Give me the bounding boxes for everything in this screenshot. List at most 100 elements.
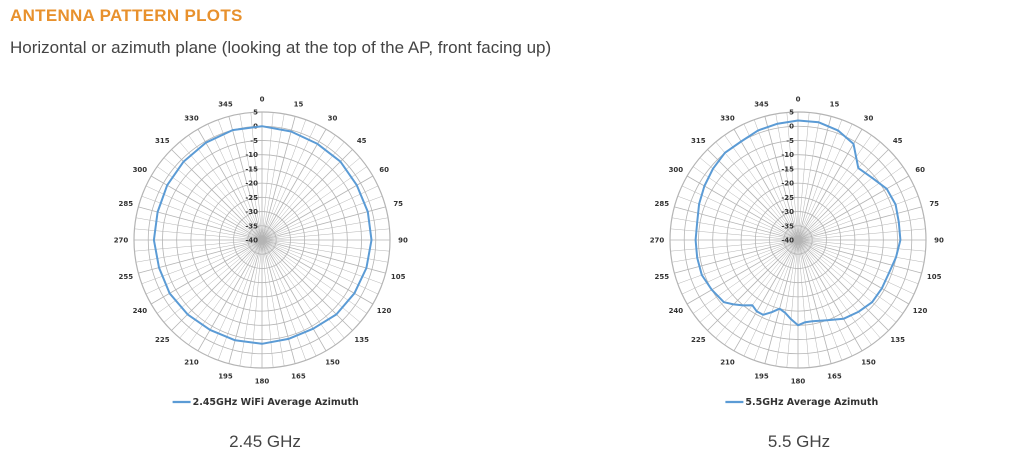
grid-spoke: [150, 175, 263, 241]
grid-spoke: [217, 119, 263, 241]
grid-spoke: [261, 206, 386, 241]
grid-spoke: [743, 123, 799, 241]
angle-tick-label: 30: [864, 114, 874, 122]
grid-spoke: [797, 239, 910, 305]
grid-spoke: [797, 239, 915, 295]
angle-tick-label: 105: [391, 273, 406, 281]
radial-tick-label: -15: [781, 165, 794, 173]
grid-spoke: [733, 239, 799, 352]
grid-spoke: [261, 239, 285, 367]
grid-spoke: [207, 123, 263, 241]
grid-spoke: [207, 239, 263, 357]
angle-tick-label: 135: [354, 336, 369, 344]
grid-spoke: [775, 113, 799, 241]
grid-spoke: [261, 239, 317, 357]
grid-spoke: [797, 141, 881, 241]
angle-tick-label: 60: [915, 166, 925, 174]
angle-tick-label: 180: [255, 378, 270, 386]
angle-tick-label: 135: [890, 336, 905, 344]
chart-caption-5-5ghz: 5.5 GHz: [767, 432, 831, 451]
grid-spoke: [157, 166, 263, 241]
grid-spoke: [261, 239, 336, 345]
grid-spoke: [261, 157, 361, 241]
grid-spoke: [797, 116, 832, 241]
radial-tick-label: -20: [781, 180, 794, 188]
grid-spoke: [261, 149, 353, 241]
angle-tick-label: 300: [133, 166, 148, 174]
radial-tick-label: 5: [253, 109, 258, 117]
grid-spoke: [261, 128, 327, 241]
grid-spoke: [786, 239, 799, 368]
grid-spoke: [715, 141, 799, 241]
grid-spoke: [764, 239, 799, 364]
radial-tick-label: -5: [786, 137, 794, 145]
angle-tick-label: 330: [720, 114, 735, 122]
grid-spoke: [261, 239, 345, 339]
grid-spoke: [797, 239, 881, 339]
angle-tick-label: 240: [669, 307, 684, 315]
grid-spoke: [141, 195, 263, 241]
polar-grid: [133, 111, 391, 369]
angle-tick-label: 285: [654, 200, 669, 208]
grid-spoke: [674, 239, 799, 274]
grid-spoke: [261, 113, 285, 241]
grid-spoke: [686, 175, 799, 241]
angle-tick-label: 225: [691, 336, 706, 344]
angle-tick-label: 270: [114, 237, 129, 245]
grid-spoke: [217, 239, 263, 361]
grid-spoke: [163, 239, 263, 323]
grid-spoke: [261, 119, 307, 241]
grid-spoke: [671, 217, 799, 241]
grid-spoke: [261, 239, 361, 323]
angle-tick-label: 75: [929, 200, 939, 208]
angle-tick-label: 60: [379, 166, 389, 174]
grid-spoke: [797, 239, 926, 252]
angle-tick-label: 285: [118, 200, 133, 208]
grid-spoke: [797, 239, 922, 274]
grid-spoke: [786, 112, 799, 241]
grid-spoke: [797, 239, 863, 352]
angle-tick-label: 165: [827, 373, 842, 381]
grid-spoke: [797, 175, 910, 241]
series-line: [152, 125, 373, 345]
grid-spoke: [261, 239, 390, 252]
grid-spoke: [797, 239, 897, 323]
angle-tick-label: 45: [893, 137, 903, 145]
grid-spoke: [261, 141, 345, 241]
grid-spoke: [724, 135, 799, 241]
grid-spoke: [693, 166, 799, 241]
grid-spoke: [171, 239, 263, 331]
grid-spoke: [261, 217, 389, 241]
grid-spoke: [797, 239, 889, 331]
grid-spoke: [261, 239, 353, 331]
grid-spoke: [699, 239, 799, 323]
grid-spoke: [797, 239, 843, 361]
grid-spoke: [145, 185, 263, 241]
angle-tick-label: 315: [691, 137, 706, 145]
grid-spoke: [261, 195, 383, 241]
polar-grid: [669, 111, 927, 369]
radial-tick-label: -25: [781, 194, 794, 202]
grid-spoke: [797, 135, 872, 241]
grid-spoke: [239, 113, 263, 241]
angle-tick-label: 75: [393, 200, 403, 208]
radial-tick-label: -40: [245, 237, 258, 245]
radial-tick-label: -40: [781, 237, 794, 245]
grid-spoke: [261, 175, 374, 241]
angle-tick-label: 15: [830, 100, 840, 108]
grid-spoke: [261, 135, 336, 241]
angle-tick-label: 0: [260, 96, 265, 104]
angle-tick-label: 240: [133, 307, 148, 315]
angle-tick-label: 270: [650, 237, 665, 245]
angle-tick-label: 45: [357, 137, 367, 145]
grid-spoke: [261, 228, 390, 241]
grid-spoke: [670, 228, 799, 241]
grid-spoke: [797, 239, 832, 364]
grid-spoke: [797, 166, 903, 241]
angle-tick-label: 30: [328, 114, 338, 122]
grid-spoke: [677, 195, 799, 241]
grid-spoke: [699, 157, 799, 241]
grid-spoke: [261, 166, 367, 241]
grid-spoke: [707, 149, 799, 241]
angle-tick-label: 150: [325, 359, 340, 367]
